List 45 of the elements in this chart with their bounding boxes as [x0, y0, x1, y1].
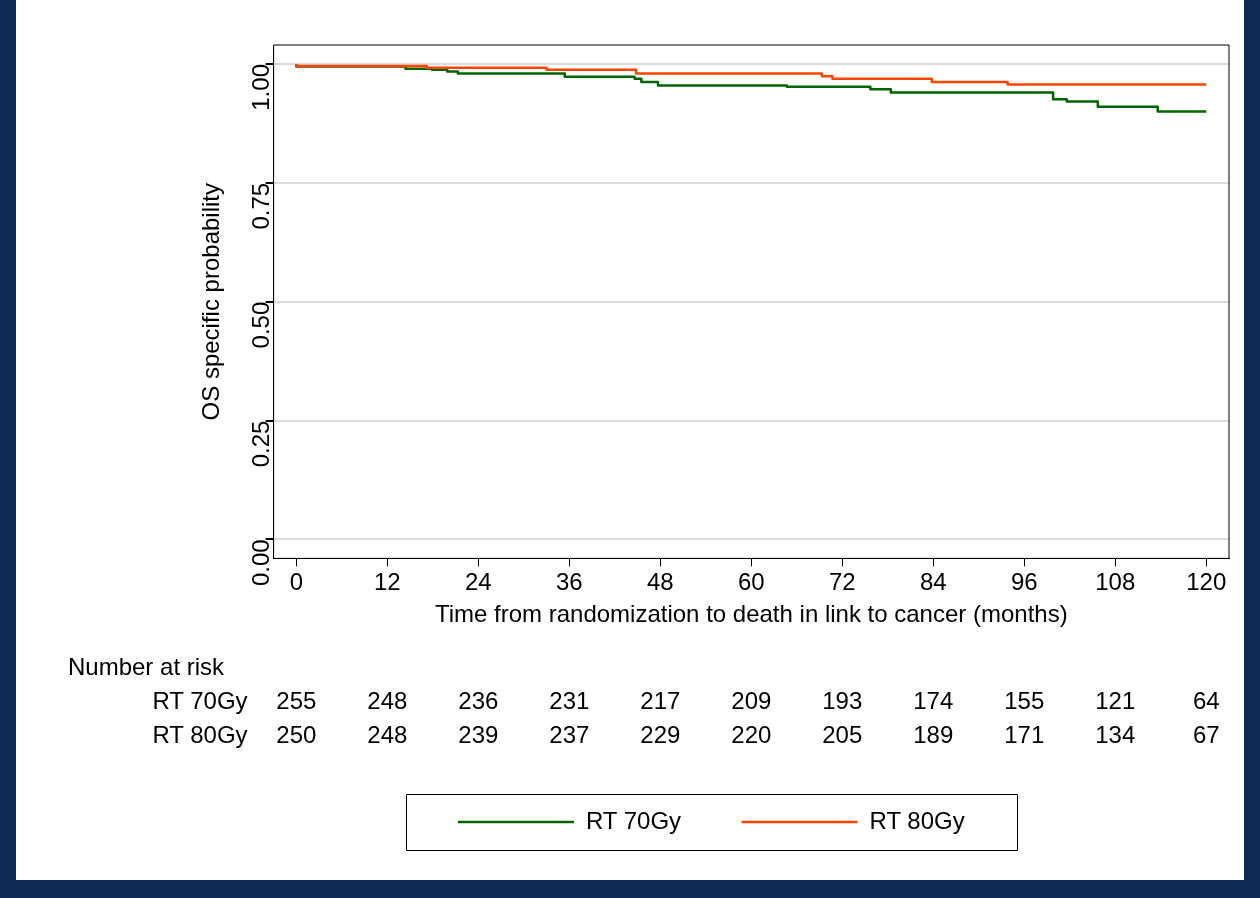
text: 67: [1192, 721, 1220, 749]
text: 239: [458, 721, 499, 749]
text: 121: [1095, 687, 1136, 715]
x-axis-title: Time from randomization to death in link to cancer (months): [434, 600, 1068, 628]
text: 209: [731, 687, 772, 715]
text: RT 70Gy: [152, 687, 248, 715]
text: 231: [549, 687, 590, 715]
text: 236: [458, 687, 499, 715]
text: 64: [1192, 687, 1220, 715]
text: 217: [640, 687, 681, 715]
text: 193: [822, 687, 863, 715]
text: 134: [1095, 721, 1136, 749]
text: 237: [549, 721, 590, 749]
text: 220: [731, 721, 772, 749]
x-tick-label: 36: [555, 568, 583, 596]
text: 171: [1004, 721, 1045, 749]
x-tick-label: 96: [1010, 568, 1038, 596]
text: 255: [276, 687, 317, 715]
x-tick-label: 60: [737, 568, 765, 596]
legend-label: RT 80Gy: [869, 806, 965, 834]
text: RT 80Gy: [152, 721, 248, 749]
text: 155: [1004, 687, 1045, 715]
x-tick-label: 12: [373, 568, 401, 596]
legend-label: RT 70Gy: [585, 806, 682, 834]
x-tick-label: 48: [646, 568, 674, 596]
x-tick-label: 0: [289, 568, 304, 596]
y-axis-title: OS specific probability: [197, 182, 225, 421]
x-tick-label: 84: [919, 568, 947, 596]
text: 248: [367, 721, 408, 749]
y-tick-label: 1.00: [247, 64, 275, 111]
text: 250: [276, 721, 317, 749]
y-tick-label: 0.00: [247, 539, 275, 587]
x-tick-label: 72: [828, 568, 856, 596]
text: 189: [913, 721, 954, 749]
text: 248: [367, 687, 408, 715]
x-tick-label: 24: [464, 568, 492, 596]
text: 174: [913, 687, 954, 715]
text: 205: [822, 721, 863, 749]
y-tick-label: 0.50: [247, 301, 275, 349]
text: Number at risk: [68, 653, 226, 681]
text: 229: [640, 721, 681, 749]
x-tick-label: 108: [1095, 568, 1136, 596]
y-tick-label: 0.75: [247, 182, 275, 230]
x-tick-label: 120: [1186, 568, 1227, 596]
y-tick-label: 0.25: [247, 420, 275, 468]
